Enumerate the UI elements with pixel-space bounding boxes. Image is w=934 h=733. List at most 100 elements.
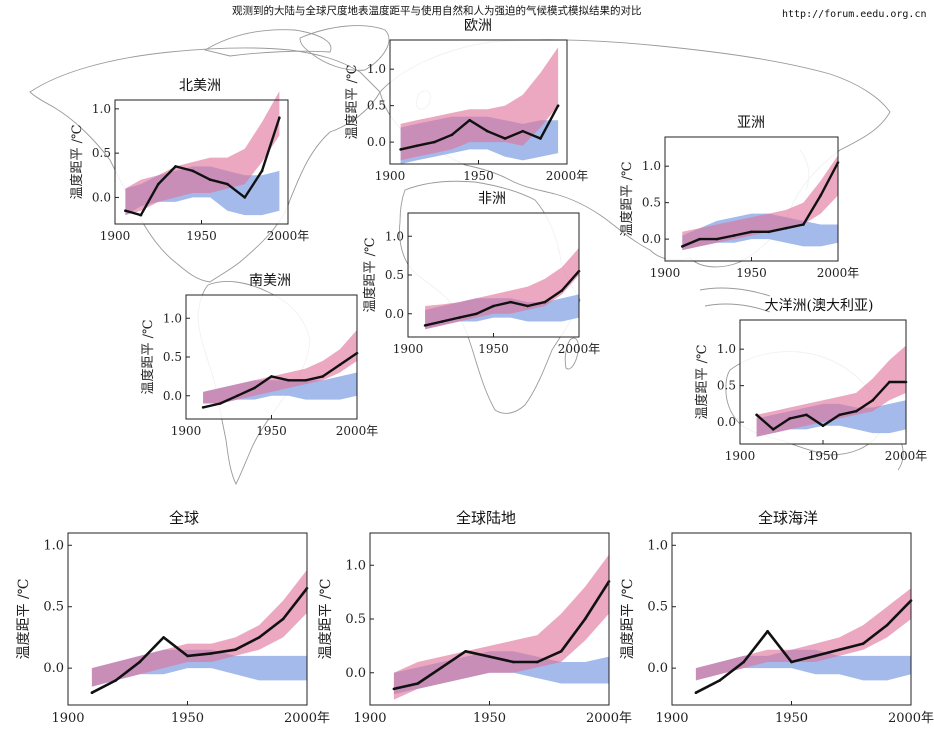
observed-line [695,599,912,694]
y-tick-label: 0.0 [642,232,661,246]
observed-point [139,213,143,217]
y-tick-label: 0.0 [43,661,64,676]
observed-point [560,289,564,292]
observed-point [694,691,698,695]
observed-point [715,237,719,241]
observed-point [450,133,454,137]
x-tick-label: 2000年 [558,342,601,356]
observed-point [539,137,542,140]
chart-title: 非洲 [478,191,506,207]
observed-point [814,654,817,658]
observed-point [767,230,771,234]
observed-point [191,169,195,173]
anthropogenic-forcing-band [203,329,357,404]
observed-point [755,413,758,417]
north-america-outline [29,47,381,283]
x-tick-label: 1950 [186,229,217,243]
anthropogenic-forcing-band [125,91,280,216]
x-tick-label: 1900 [725,449,756,463]
source-url: http://forum.eedu.org.cn [782,9,927,20]
chart-title: 全球 [169,509,199,527]
observed-point [854,409,858,413]
observed-point [509,300,512,304]
x-tick-label: 2000年 [546,169,589,183]
observed-point [536,660,539,664]
observed-point [583,617,587,621]
chart-title: 大洋洲(澳大利亚) [765,298,874,314]
observed-point [503,137,507,140]
x-tick-label: 2000年 [888,711,934,726]
y-tick-label: 0.5 [92,146,111,160]
eurasia-outline [379,39,891,268]
greenland-outline [299,25,390,71]
y-tick-label: 0.5 [647,600,668,615]
x-tick-label: 1900 [393,342,424,356]
observed-point [526,304,529,308]
observed-point [556,104,560,107]
y-tick-label: 0.0 [717,415,736,429]
x-tick-label: 1900 [375,169,406,183]
observed-point [521,129,525,133]
x-tick-label: 1950 [473,711,506,726]
observed-point [90,691,94,695]
observed-point [281,617,285,621]
observed-point [399,148,402,151]
observed-point [468,118,471,122]
observed-line [400,105,560,151]
anthropogenic-forcing-band [682,155,838,251]
observed-point [681,245,684,248]
anthropogenic-forcing-band [425,247,579,330]
chart-title: 全球海洋 [758,509,818,527]
observed-point [718,679,722,682]
chart-title: 北美洲 [179,78,221,94]
observed-point [253,386,256,390]
observed-line [202,352,358,409]
observed-point [218,402,222,405]
y-tick-label: 1.0 [92,102,111,116]
y-tick-label: 0.5 [717,379,736,393]
x-tick-label: 1950 [775,711,808,726]
observed-point [888,380,891,384]
observed-point [861,642,865,645]
observed-point [488,655,491,658]
observed-point [174,165,177,168]
observed-point [492,304,495,308]
observed-point [423,324,427,327]
observed-point [416,682,420,685]
observed-point [270,375,273,378]
y-tick-label: 0.0 [367,135,386,149]
y-axis-label: 温度距平 /℃ [344,64,360,139]
y-tick-label: 0.0 [647,661,668,676]
observed-point [486,129,489,133]
y-tick-label: 1.0 [647,538,668,553]
y-tick-label: 0.0 [163,389,182,403]
observed-point [750,230,753,234]
observed-point [415,144,418,148]
y-axis-label: 温度距平 /℃ [140,319,156,394]
observed-point [257,636,261,639]
observed-point [432,140,436,144]
x-tick-label: 1900 [171,424,202,438]
y-tick-label: 0.5 [163,350,182,364]
arctic-islands-outline [203,29,332,57]
observed-point [475,312,478,316]
observed-point [260,169,264,173]
y-axis-label: 温度距平 /℃ [620,579,636,660]
x-tick-label: 2000年 [817,266,860,280]
observed-point [321,375,325,378]
observed-point [162,636,165,639]
observed-point [440,320,444,323]
observed-line [424,270,580,327]
y-tick-label: 1.0 [43,538,64,553]
observed-point [156,182,160,186]
y-tick-label: 1.0 [367,62,386,76]
observed-point [464,649,467,653]
observed-line [91,587,309,694]
